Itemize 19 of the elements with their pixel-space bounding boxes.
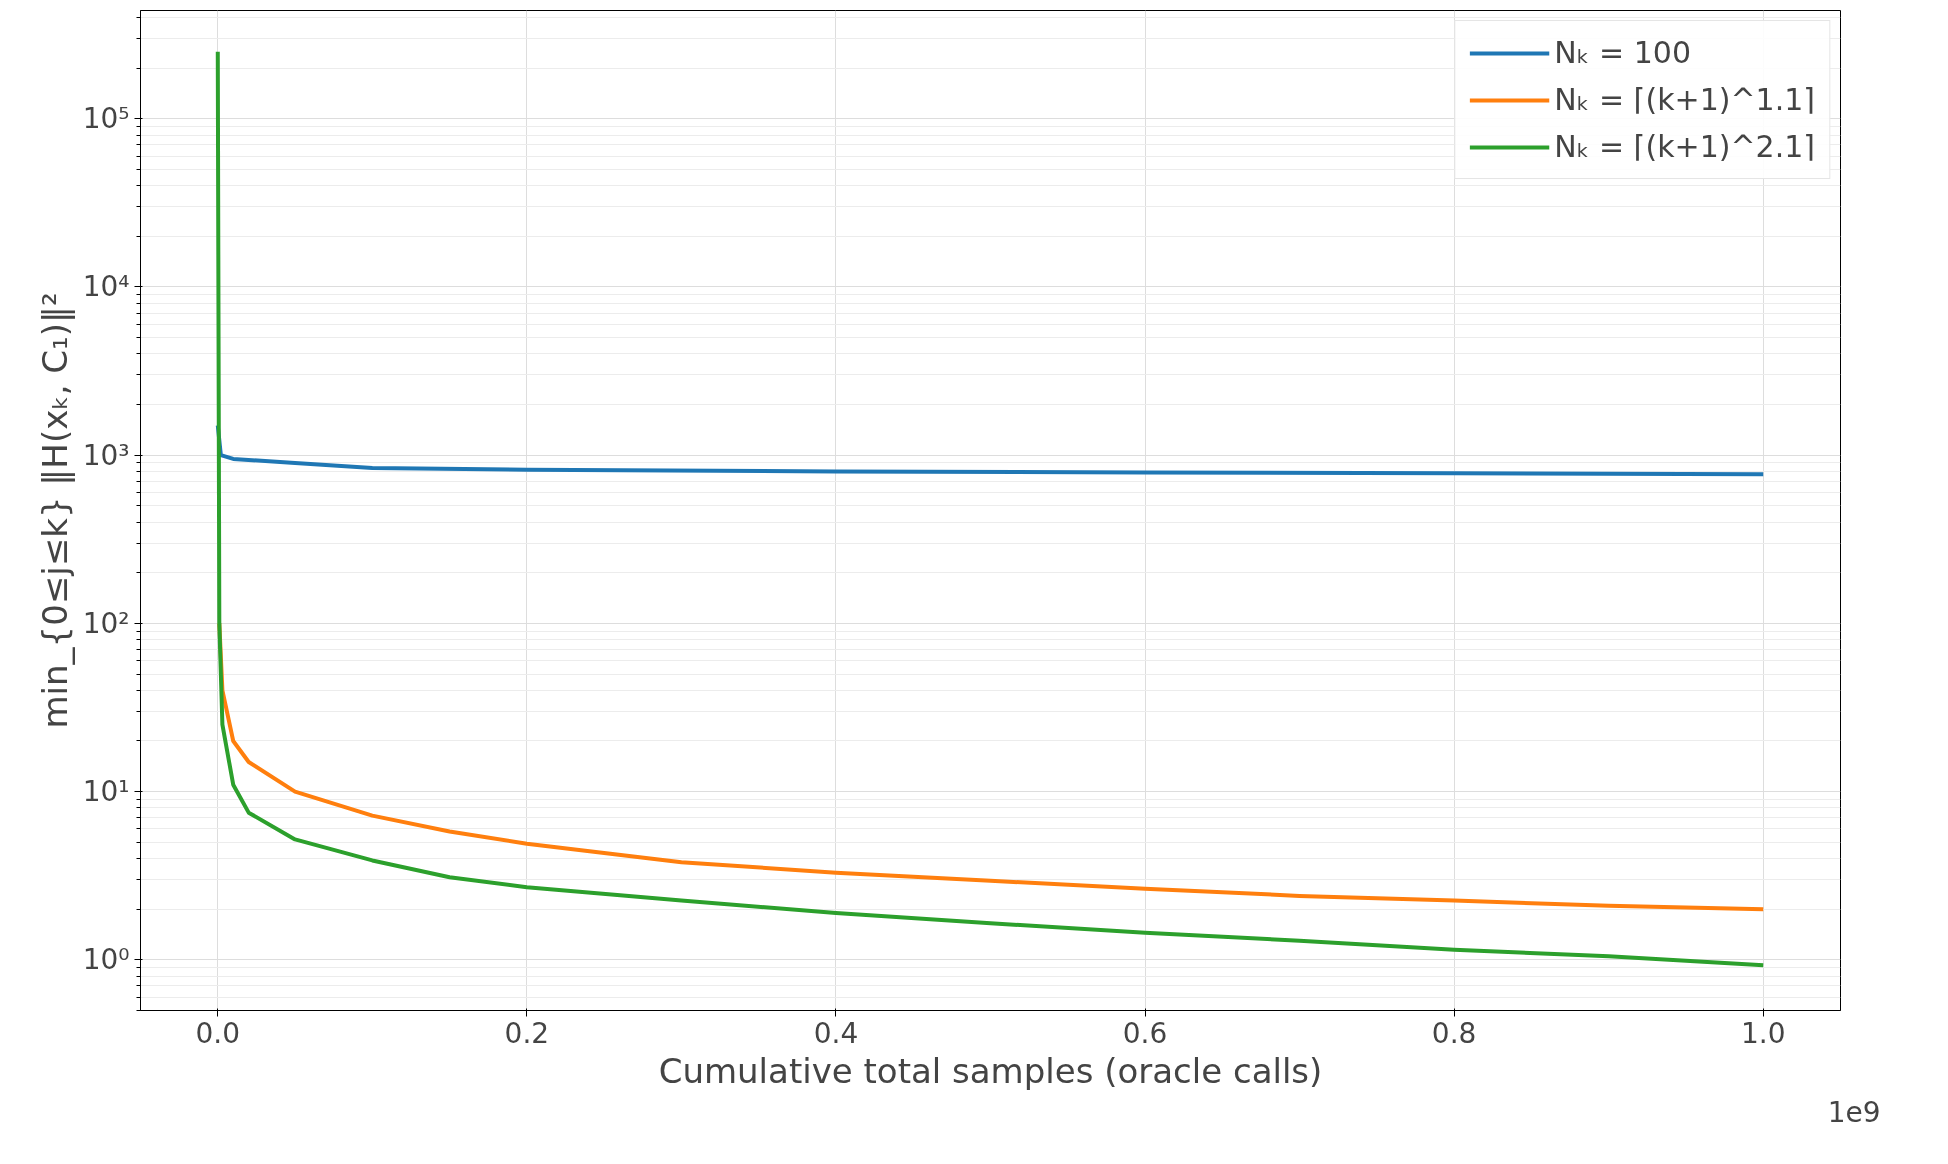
x-tick-label: 0.4	[813, 1016, 859, 1050]
x-tick-label: 0.8	[1431, 1016, 1477, 1050]
y-tick-label: 10¹	[82, 775, 130, 809]
x-tick-label: 0.0	[195, 1016, 241, 1050]
x-axis-title: Cumulative total samples (oracle calls)	[658, 1050, 1323, 1091]
y-tick-label: 10²	[82, 606, 130, 640]
x-tick-label: 0.6	[1122, 1016, 1168, 1050]
text: 1e9	[1827, 1095, 1881, 1129]
line-series	[215, 423, 1766, 477]
y-tick-label: 10⁰	[82, 943, 130, 977]
x-tick-label: 0.2	[504, 1016, 550, 1050]
legend-label: Nₖ = 100	[1554, 35, 1691, 70]
y-axis-title: min_{0≤j≤k} ‖H(xₖ, C₁)‖²	[34, 292, 75, 729]
y-tick-label: 10⁴	[82, 270, 130, 304]
x-tick-label: 1.0	[1740, 1016, 1786, 1050]
y-tick-label: 10³	[82, 438, 130, 472]
legend-label: Nₖ = ⌈(k+1)^1.1⌉	[1554, 82, 1815, 117]
legend-label: Nₖ = ⌈(k+1)^2.1⌉	[1554, 129, 1815, 164]
y-tick-label: 10⁵	[82, 102, 130, 136]
